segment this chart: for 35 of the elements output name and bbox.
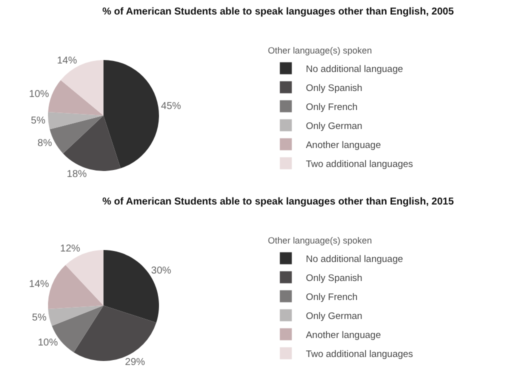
legend-label: Two additional languages [306, 348, 414, 360]
data-label: 14% [56, 55, 78, 66]
pie-slice [48, 306, 104, 326]
legend-label: Only German [306, 310, 362, 322]
data-label: 5% [32, 312, 47, 324]
data-label: 45% [161, 101, 182, 112]
pie-slice [65, 250, 104, 306]
legend-title: Other language(s) spoken [268, 46, 372, 56]
legend-label: Another language [306, 330, 381, 341]
chart-title: % of American Students able to speak languages other than English, 2015 [102, 196, 454, 208]
data-label: 14% [29, 278, 50, 290]
legend-label: Only Spanish [306, 82, 362, 94]
data-label: 18% [66, 168, 87, 180]
data-label: 30% [151, 265, 172, 276]
legend-label: Only French [306, 102, 358, 113]
data-label: 5% [30, 115, 46, 126]
data-label: 10% [29, 88, 50, 100]
pie-slice [48, 265, 104, 309]
legend-label: Only German [306, 120, 362, 132]
data-label: 29% [125, 357, 146, 368]
data-label: 10% [38, 338, 58, 349]
legend-label: Another language [306, 140, 381, 151]
legend-title: Other language(s) spoken [268, 236, 372, 246]
chart-title: % of American Students able to speak languages other than English, 2005 [102, 6, 454, 18]
legend-label: No additional language [306, 64, 404, 75]
legend-label: Only Spanish [306, 272, 362, 284]
data-label: 8% [38, 138, 52, 150]
pie-slice [63, 116, 121, 171]
legend-label: Only French [306, 292, 358, 303]
pie-slice [103, 60, 159, 168]
legend-label: No additional language [306, 254, 404, 265]
pie-slice [48, 112, 104, 130]
pie-slice [48, 80, 104, 116]
legend-label: Two additional languages [306, 158, 414, 170]
data-label: 12% [60, 244, 80, 255]
